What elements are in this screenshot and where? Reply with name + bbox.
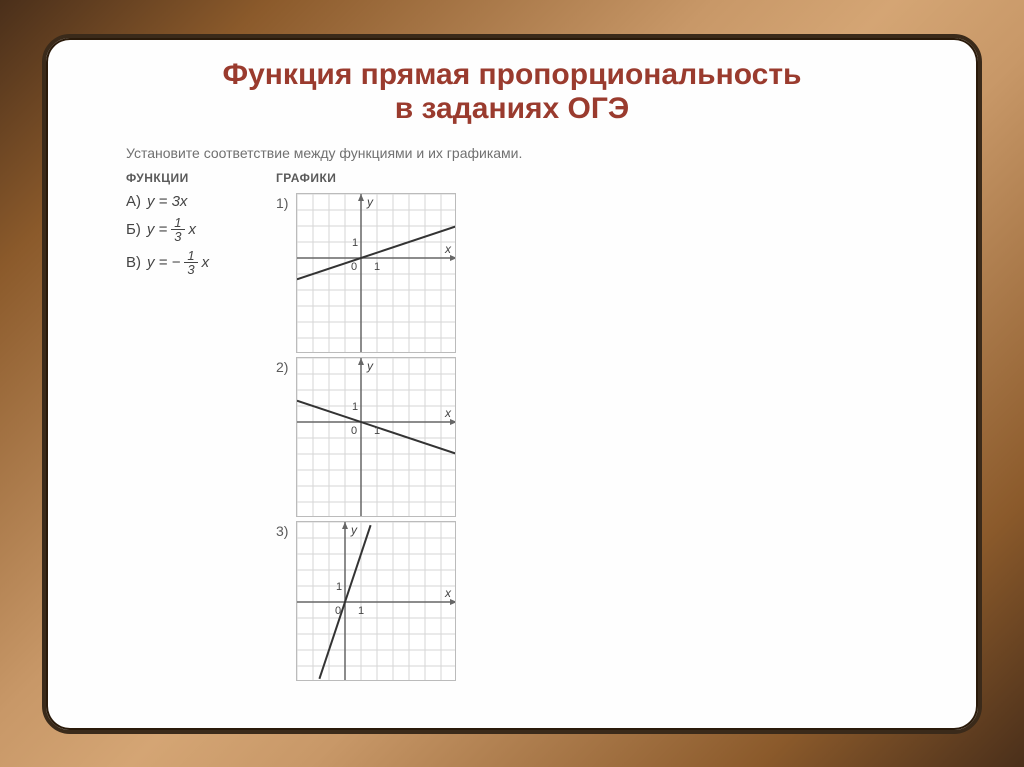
graph-label: 1)	[276, 193, 296, 353]
function-letter: А)	[126, 193, 141, 210]
expr-suffix: x	[202, 254, 210, 271]
graphs-header: ГРАФИКИ	[276, 171, 476, 185]
fraction: 1 3	[171, 216, 184, 243]
functions-header: ФУНКЦИИ	[126, 171, 256, 185]
svg-text:0: 0	[351, 425, 357, 437]
frac-num: 1	[184, 249, 197, 263]
graph-block: 3) y x 1 1 0	[276, 521, 476, 681]
function-v: В) y = − 1 3 x	[126, 249, 256, 276]
function-expr: y = 3x	[147, 193, 187, 210]
svg-text:y: y	[366, 359, 374, 373]
expr-prefix: y = −	[147, 254, 180, 271]
frac-num: 1	[171, 216, 184, 230]
graph-label: 2)	[276, 357, 296, 517]
content-row: ФУНКЦИИ А) y = 3x Б) y = 1 3 x В)	[86, 171, 938, 685]
svg-text:y: y	[366, 195, 374, 209]
instruction-text: Установите соответствие между функциями …	[86, 145, 938, 161]
slide-frame: Функция прямая пропорциональность в зада…	[42, 34, 982, 734]
svg-text:1: 1	[358, 605, 364, 617]
svg-text:x: x	[444, 242, 452, 256]
function-expr: y = − 1 3 x	[147, 249, 209, 276]
title-line-1: Функция прямая пропорциональность	[223, 58, 802, 91]
fraction: 1 3	[184, 249, 197, 276]
function-letter: Б)	[126, 221, 141, 238]
title-line-2: в заданиях ОГЭ	[395, 92, 629, 125]
graph-label: 3)	[276, 521, 296, 681]
graph-svg: y x 1 1 0	[296, 357, 456, 517]
function-letter: В)	[126, 254, 141, 271]
svg-text:1: 1	[336, 581, 342, 593]
graphs-container: 1) y x 1 1 0 2) y x 1 1 0 3) y x 1 1 0	[276, 193, 476, 681]
svg-text:x: x	[444, 586, 452, 600]
svg-text:0: 0	[351, 261, 357, 273]
graphs-column: ГРАФИКИ 1) y x 1 1 0 2) y x 1 1 0 3) y x 1 1 0	[276, 171, 476, 685]
function-expr: y = 1 3 x	[147, 216, 196, 243]
graph-svg: y x 1 1 0	[296, 193, 456, 353]
functions-column: ФУНКЦИИ А) y = 3x Б) y = 1 3 x В)	[126, 171, 256, 685]
frac-den: 3	[184, 263, 197, 276]
graph-svg: y x 1 1 0	[296, 521, 456, 681]
svg-text:1: 1	[374, 261, 380, 273]
svg-text:0: 0	[335, 605, 341, 617]
expr-prefix: y =	[147, 221, 167, 238]
expr-suffix: x	[189, 221, 197, 238]
slide-title: Функция прямая пропорциональность в зада…	[86, 58, 938, 127]
svg-text:1: 1	[352, 401, 358, 413]
function-b: Б) y = 1 3 x	[126, 216, 256, 243]
svg-text:1: 1	[374, 425, 380, 437]
function-a: А) y = 3x	[126, 193, 256, 210]
graph-block: 1) y x 1 1 0	[276, 193, 476, 353]
svg-text:y: y	[350, 523, 358, 537]
frac-den: 3	[171, 230, 184, 243]
graph-block: 2) y x 1 1 0	[276, 357, 476, 517]
svg-text:1: 1	[352, 237, 358, 249]
svg-text:x: x	[444, 406, 452, 420]
